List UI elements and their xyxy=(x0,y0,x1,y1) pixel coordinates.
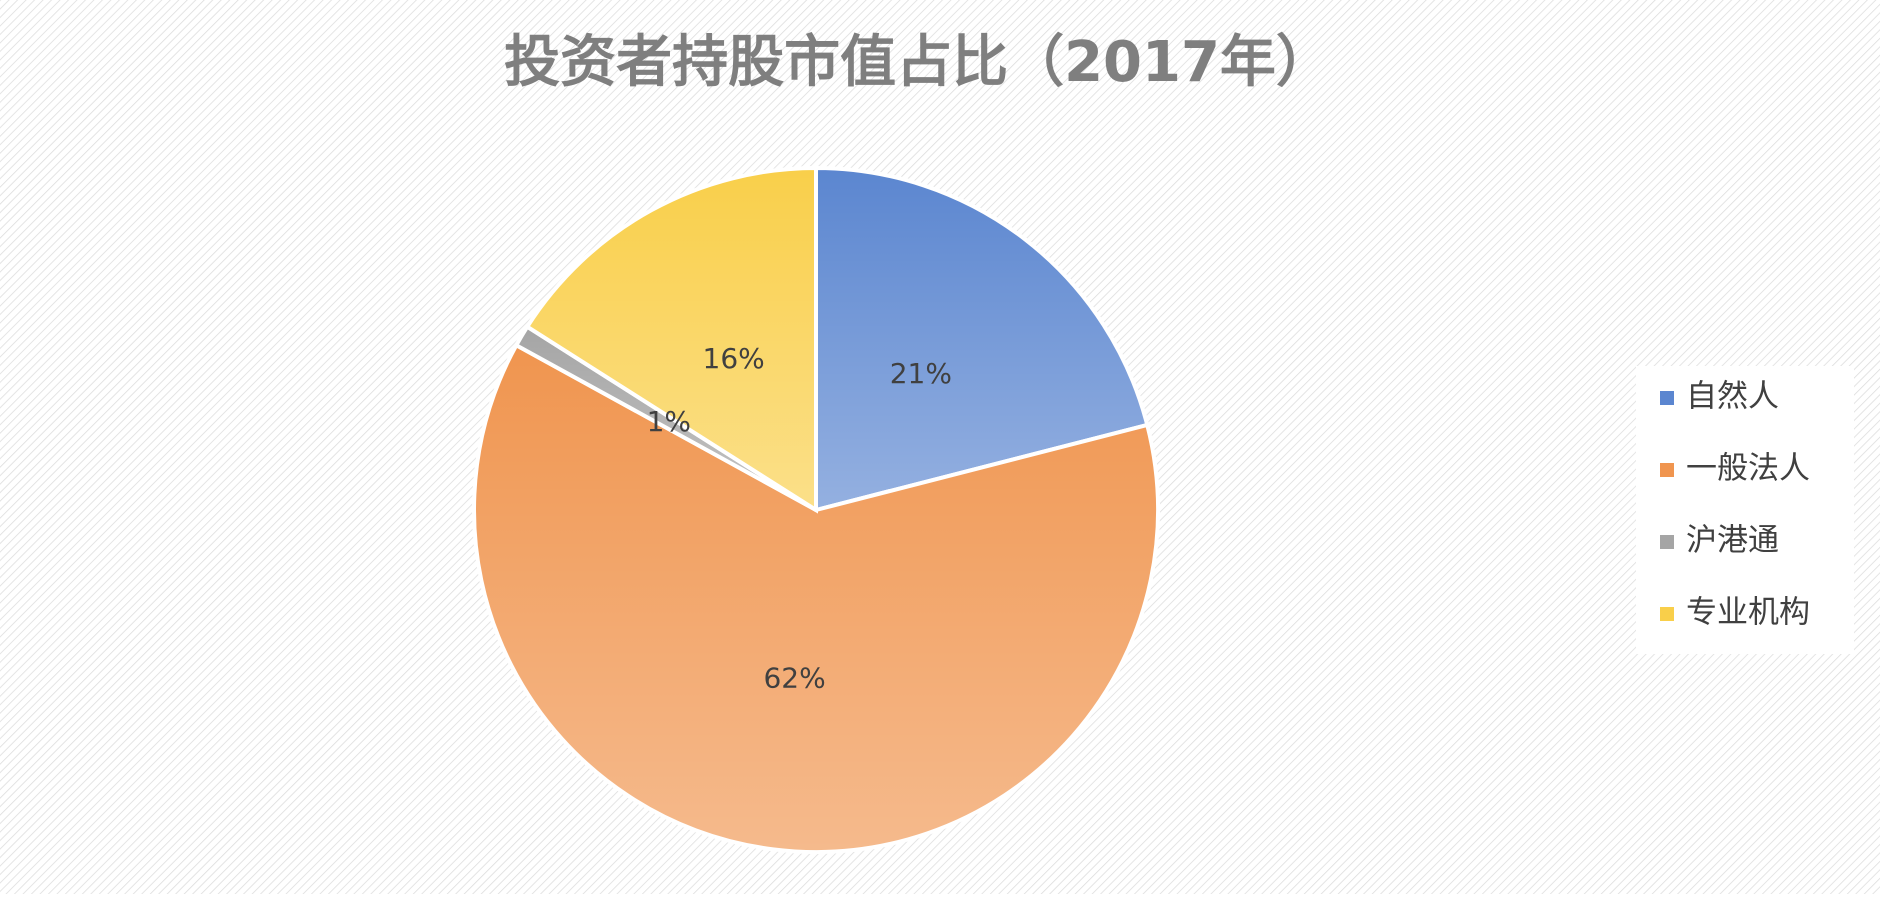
data-label: 16% xyxy=(703,342,765,375)
legend-marker xyxy=(1660,535,1674,549)
legend-marker xyxy=(1660,463,1674,477)
data-label: 1% xyxy=(647,405,691,438)
slice-shading xyxy=(816,168,1148,510)
legend-box xyxy=(1636,366,1854,654)
legend-label: 沪港通 xyxy=(1686,523,1779,559)
legend-label: 专业机构 xyxy=(1686,595,1810,631)
slice-shading xyxy=(474,345,1159,852)
data-label: 62% xyxy=(763,662,825,695)
legend-marker xyxy=(1660,391,1674,405)
legend-label: 一般法人 xyxy=(1686,451,1810,487)
legend-marker xyxy=(1660,607,1674,621)
data-label: 21% xyxy=(890,357,952,390)
legend-label: 自然人 xyxy=(1686,379,1779,415)
chart-title: 投资者持股市值占比（2017年） xyxy=(504,30,1332,95)
slice-shading xyxy=(527,168,816,510)
